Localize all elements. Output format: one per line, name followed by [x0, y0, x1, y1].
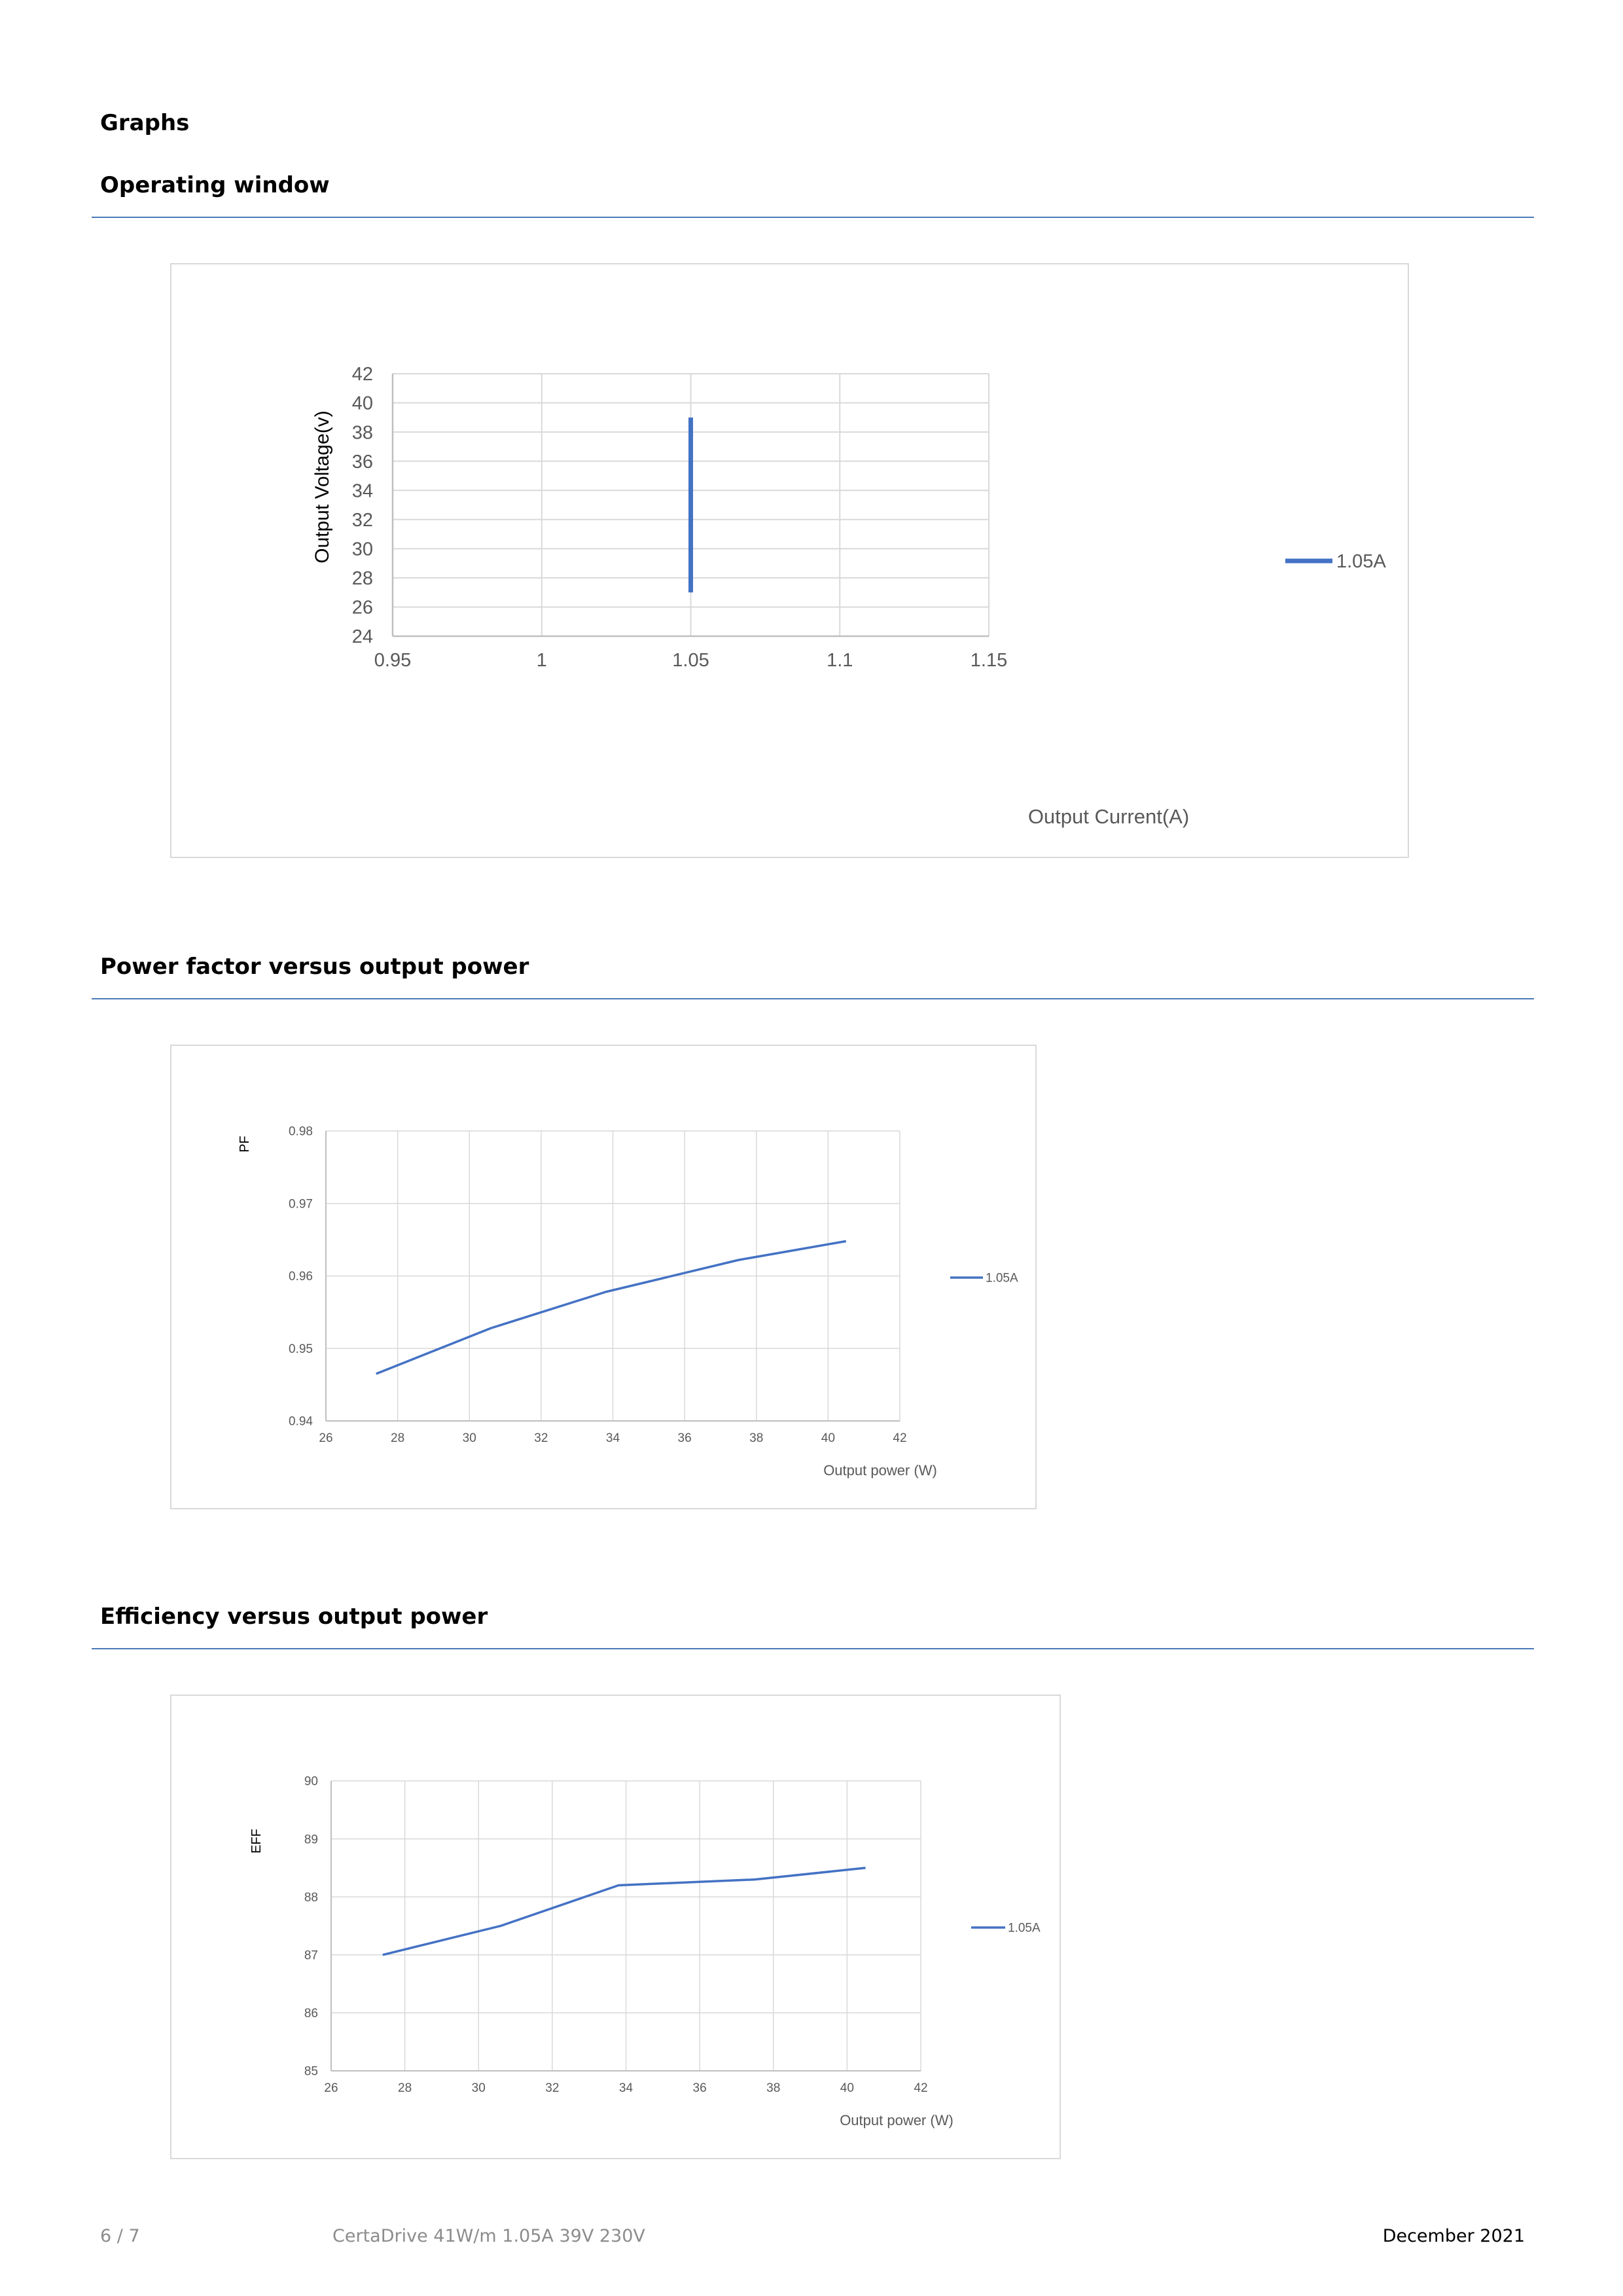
x-tick-label: 38 — [766, 2081, 780, 2095]
y-axis-title: Output Voltage(v) — [312, 410, 333, 563]
y-tick-label: 0.98 — [289, 1125, 313, 1139]
x-tick-label: 30 — [472, 2081, 486, 2095]
x-axis-title: Output power (W) — [823, 1462, 937, 1479]
y-tick-label: 0.96 — [289, 1270, 313, 1283]
section-divider — [92, 217, 1534, 218]
x-tick-label: 34 — [619, 2081, 633, 2095]
y-tick-label: 42 — [352, 364, 373, 385]
x-tick-label: 32 — [534, 1431, 548, 1445]
efficiency-chart-svg: 26 28 30 32 34 36 38 40 42 85 86 87 88 89 90 EFF Output … — [249, 1775, 1041, 2128]
y-tick-label: 87 — [304, 1948, 318, 1962]
x-tick-label: 36 — [678, 1431, 692, 1445]
y-axis-title: EFF — [249, 1829, 264, 1854]
y-tick-label: 30 — [352, 539, 373, 560]
y-tick-label: 86 — [304, 2007, 318, 2020]
x-tick-label: 1.15 — [971, 650, 1007, 671]
x-tick-label: 1.1 — [827, 650, 853, 671]
x-axis-title: Output Current(A) — [1028, 805, 1189, 828]
section-title-operating-window: Operating window — [100, 172, 330, 198]
y-tick-label: 26 — [352, 598, 373, 619]
x-tick-label: 1 — [537, 650, 547, 671]
x-tick-label: 40 — [821, 1431, 835, 1445]
footer-page-number: 6 / 7 — [100, 2226, 140, 2246]
y-tick-label: 24 — [352, 626, 373, 647]
y-tick-label: 90 — [304, 1775, 318, 1789]
y-tick-label: 32 — [352, 510, 373, 531]
y-tick-label: 36 — [352, 452, 373, 473]
footer-date: December 2021 — [1382, 2226, 1525, 2246]
y-tick-label: 89 — [304, 1833, 318, 1846]
x-tick-label: 40 — [840, 2081, 854, 2095]
y-tick-label: 34 — [352, 480, 373, 501]
series-line — [382, 1867, 866, 1956]
y-tick-label: 28 — [352, 568, 373, 589]
section-title-power-factor: Power factor versus output power — [100, 954, 529, 980]
x-tick-label: 38 — [749, 1431, 763, 1445]
x-tick-label: 42 — [893, 1431, 906, 1445]
y-tick-label: 0.94 — [289, 1415, 313, 1429]
power-factor-chart-svg: 26 28 30 32 34 36 38 40 42 0.94 0.95 0.96 0.97 0.98 PF… — [238, 1125, 1018, 1479]
operating-window-chart: 0.95 1 1.05 1.1 1.15 24 26 28 30 32 34 36 38 40 42 Outp… — [170, 263, 1409, 858]
x-axis-title: Output power (W) — [840, 2112, 954, 2128]
y-tick-label: 40 — [352, 393, 373, 414]
y-tick-label: 0.97 — [289, 1197, 313, 1211]
footer-product: CertaDrive 41W/m 1.05A 39V 230V — [332, 2226, 645, 2246]
x-tick-label: 30 — [463, 1431, 476, 1445]
x-tick-label: 28 — [391, 1431, 404, 1445]
x-tick-label: 26 — [324, 2081, 338, 2095]
page-title: Graphs — [100, 110, 190, 136]
x-tick-label: 42 — [914, 2081, 927, 2095]
x-tick-label: 36 — [693, 2081, 707, 2095]
x-tick-label: 0.95 — [374, 650, 411, 671]
x-tick-label: 26 — [319, 1431, 332, 1445]
x-tick-label: 28 — [398, 2081, 412, 2095]
x-tick-label: 32 — [545, 2081, 559, 2095]
section-title-efficiency: Efficiency versus output power — [100, 1604, 488, 1630]
series-line — [376, 1240, 847, 1375]
legend-label: 1.05A — [986, 1272, 1018, 1285]
y-tick-label: 38 — [352, 422, 373, 443]
x-tick-label: 34 — [606, 1431, 620, 1445]
operating-window-chart-svg: 0.95 1 1.05 1.1 1.15 24 26 28 30 32 34 36 38 40 42 Outp… — [312, 364, 1386, 828]
section-divider — [92, 1648, 1534, 1649]
efficiency-chart: 26 28 30 32 34 36 38 40 42 85 86 87 88 89 90 EFF Output … — [170, 1695, 1061, 2159]
y-tick-label: 88 — [304, 1891, 318, 1905]
section-divider — [92, 998, 1534, 999]
y-tick-label: 85 — [304, 2065, 318, 2079]
power-factor-chart: 26 28 30 32 34 36 38 40 42 0.94 0.95 0.96 0.97 0.98 PF… — [170, 1045, 1037, 1509]
legend-label: 1.05A — [1008, 1922, 1041, 1935]
legend-label: 1.05A — [1336, 551, 1386, 572]
y-tick-label: 0.95 — [289, 1342, 313, 1356]
x-tick-label: 1.05 — [672, 650, 709, 671]
y-axis-title: PF — [238, 1136, 252, 1153]
